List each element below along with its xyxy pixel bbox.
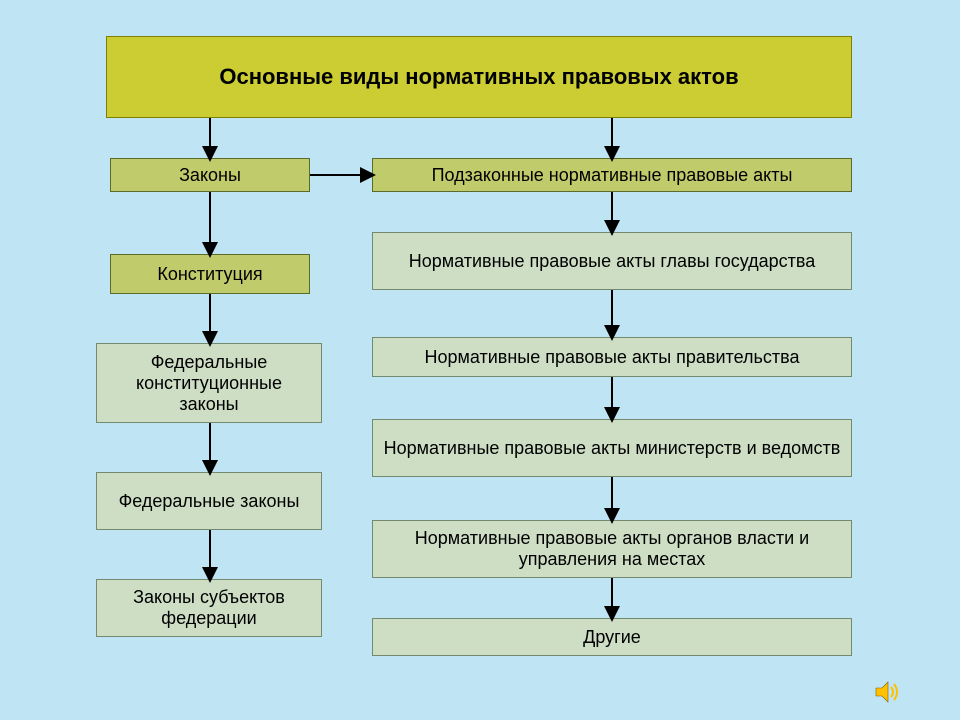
box-glavy: Нормативные правовые акты главы государс…	[372, 232, 852, 290]
box-fz-label: Федеральные законы	[119, 491, 300, 512]
box-zakony: Законы	[110, 158, 310, 192]
box-prav-label: Нормативные правовые акты правительства	[424, 347, 799, 368]
box-zakony-label: Законы	[179, 165, 241, 186]
box-zsf: Законы субъектов федерации	[96, 579, 322, 637]
box-minved: Нормативные правовые акты министерств и …	[372, 419, 852, 477]
box-konstituciya-label: Конституция	[157, 264, 262, 285]
title-box: Основные виды нормативных правовых актов	[106, 36, 852, 118]
box-konstituciya: Конституция	[110, 254, 310, 294]
box-mest-label: Нормативные правовые акты органов власти…	[381, 528, 843, 570]
box-drugie: Другие	[372, 618, 852, 656]
box-drugie-label: Другие	[583, 627, 641, 648]
sound-icon[interactable]	[874, 680, 902, 704]
box-fkz-label: Федеральные конституционные законы	[105, 352, 313, 415]
box-zsf-label: Законы субъектов федерации	[105, 587, 313, 629]
box-mest: Нормативные правовые акты органов власти…	[372, 520, 852, 578]
box-glavy-label: Нормативные правовые акты главы государс…	[409, 251, 816, 272]
title-box-label: Основные виды нормативных правовых актов	[219, 64, 738, 90]
box-podzakonnye-label: Подзаконные нормативные правовые акты	[432, 165, 793, 186]
box-prav: Нормативные правовые акты правительства	[372, 337, 852, 377]
box-fz: Федеральные законы	[96, 472, 322, 530]
box-fkz: Федеральные конституционные законы	[96, 343, 322, 423]
box-podzakonnye: Подзаконные нормативные правовые акты	[372, 158, 852, 192]
box-minved-label: Нормативные правовые акты министерств и …	[384, 438, 841, 459]
